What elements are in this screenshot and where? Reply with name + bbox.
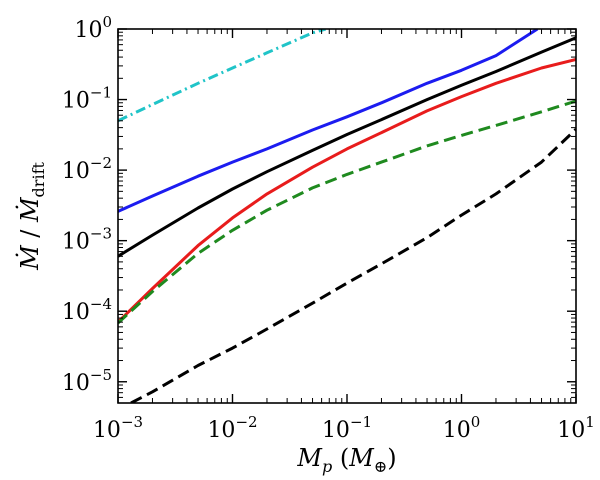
y-tick-label-4: 10−2	[62, 154, 112, 184]
y-tick-label-1: 10−5	[62, 366, 112, 396]
x-tick-label-2: 10−2	[207, 413, 257, 443]
tick-labels-layer: 10−3 10−2 10−1 100 101 10−5 10−4 10−3 10−2 10−1 10…	[62, 13, 595, 443]
y-tick-label-6: 100	[74, 13, 112, 43]
series-line-2	[118, 29, 539, 213]
x-tick-label-5: 101	[557, 413, 595, 443]
series-line-3	[118, 36, 576, 258]
plot-frame	[117, 28, 577, 404]
series-line-5	[118, 99, 576, 325]
series-line-1	[118, 29, 327, 123]
x-tick-label-4: 100	[443, 413, 481, 443]
y-axis-label: Ṁ / Ṁdrift	[15, 162, 48, 271]
x-tick-label-3: 10−1	[322, 413, 372, 443]
y-tick-label-2: 10−4	[62, 295, 112, 325]
ticks-layer	[117, 28, 577, 403]
y-tick-label-3: 10−3	[62, 225, 112, 255]
x-tick-label-1: 10−3	[93, 413, 143, 443]
series-layer	[118, 29, 576, 403]
y-tick-label-5: 10−1	[62, 84, 112, 114]
series-line-6	[130, 128, 576, 403]
x-axis-label: Mp (M⊕)	[296, 444, 396, 476]
series-line-4	[118, 58, 576, 324]
